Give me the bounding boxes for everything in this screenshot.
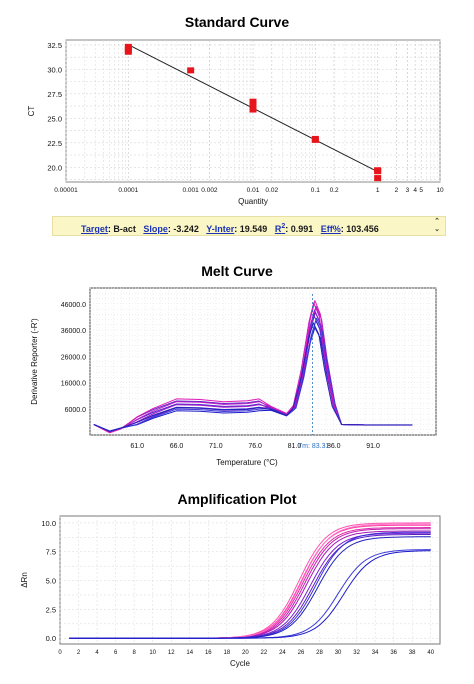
melt-curve-y-tick-label: 26000.0 <box>61 354 86 361</box>
yinter-link[interactable]: Y-Inter <box>206 224 235 234</box>
melt-curve-y-tick-label: 46000.0 <box>61 302 86 309</box>
standard-curve-x-tick-label: 2 <box>395 187 399 194</box>
melt-curve-x-tick-label: 81.0 <box>288 443 302 450</box>
melt-curve-x-tick-label: 71.0 <box>209 443 223 450</box>
standard-curve-point <box>124 48 132 55</box>
amplification-x-tick-label: 32 <box>353 650 360 656</box>
standard-curve-x-tick-label: 5 <box>419 187 423 194</box>
eff-value: 103.456 <box>346 224 379 234</box>
amplification-x-tick-label: 26 <box>298 650 305 656</box>
standard-curve-point <box>249 106 257 113</box>
amplification-x-tick-label: 4 <box>95 650 99 656</box>
standard-curve-y-tick-label: 25.0 <box>47 114 62 123</box>
standard-curve-chart: 0.00001 0.0001 0.001 0.002 0.01 0.02 0.1 0.2 1 2 3… <box>27 39 444 206</box>
amplification-x-tick-label: 38 <box>409 650 416 656</box>
melt-curve-y-tick-label: 36000.0 <box>61 328 86 335</box>
standard-curve-y-tick-label: 27.5 <box>47 90 62 99</box>
standard-curve-point <box>249 102 257 109</box>
standard-curve-y-tick-label: 22.5 <box>47 139 62 148</box>
melt-curve-tm-label: Tm: 83.31 <box>298 443 330 450</box>
slope-link[interactable]: Slope <box>143 224 168 234</box>
amplification-x-tick-label: 8 <box>132 650 136 656</box>
melt-curve-y-axis-label: Derivative Reporter (-R') <box>30 318 39 405</box>
melt-curve-x-axis-label: Temperature (°C) <box>216 458 278 467</box>
amplification-x-tick-label: 40 <box>427 650 434 656</box>
melt-curve-x-tick-label: 66.0 <box>170 443 184 450</box>
melt-curve-series-line <box>93 322 413 432</box>
r2-value: 0.991 <box>290 224 314 234</box>
standard-curve-x-tick-label: 0.001 <box>183 187 200 194</box>
target-value: B-act <box>113 224 136 234</box>
standard-curve-x-tick-label: 0.01 <box>247 187 260 194</box>
standard-curve-x-tick-label: 0.0001 <box>118 187 138 194</box>
standard-curve-x-tick-label: 0.002 <box>201 187 218 194</box>
standard-curve-y-tick-label: 30.0 <box>47 65 62 74</box>
melt-curve-x-tick-label: 91.0 <box>366 443 380 450</box>
standard-curve-point <box>374 168 382 175</box>
amplification-x-tick-label: 12 <box>168 650 175 656</box>
melt-curve-chart: 61.0 66.0 71.0 76.0 81.0 86.0 91.0 6000.0 16000.… <box>30 287 437 467</box>
standard-curve-x-tick-label: 0.1 <box>311 187 320 194</box>
amplification-y-axis-label: ΔRn <box>20 572 29 588</box>
melt-curve-series-line <box>93 317 413 433</box>
amplification-x-tick-label: 22 <box>261 650 268 656</box>
r2-link[interactable]: R2 <box>274 223 286 234</box>
standard-curve-x-tick-label: 10 <box>436 187 444 194</box>
amplification-x-tick-label: 14 <box>186 650 193 656</box>
standard-curve-x-tick-label: 0.02 <box>265 187 278 194</box>
amplification-x-tick-label: 36 <box>390 650 397 656</box>
amplification-x-tick-label: 16 <box>205 650 212 656</box>
stats-scroll-arrows[interactable]: ⌃ ⌄ <box>433 218 441 234</box>
standard-curve-x-axis-label: Quantity <box>238 197 268 206</box>
melt-curve-title: Melt Curve <box>201 263 273 279</box>
amplification-y-tick-label: 0.0 <box>46 634 56 643</box>
eff-link[interactable]: Eff% <box>320 224 341 234</box>
amplification-y-tick-label: 10.0 <box>41 519 56 528</box>
amplification-x-tick-label: 2 <box>77 650 81 656</box>
amplification-x-tick-label: 18 <box>223 650 230 656</box>
standard-curve-y-axis-label: CT <box>27 106 36 117</box>
amplification-y-tick-label: 7.5 <box>46 548 56 557</box>
amplification-x-tick-label: 34 <box>372 650 379 656</box>
amplification-plot-chart: 0 2 4 6 8 10 12 14 16 18 20 22 24 26 28 30 32 34 36 38 400.0… <box>20 515 441 668</box>
standard-curve-x-tick-label: 0.2 <box>330 187 339 194</box>
amplification-x-tick-label: 6 <box>114 650 118 656</box>
standard-curve-x-tick-label: 1 <box>376 187 380 194</box>
r2-superscript: 2 <box>281 223 286 230</box>
melt-curve-x-tick-label: 76.0 <box>248 443 262 450</box>
standard-curve-y-tick-label: 20.0 <box>47 163 62 172</box>
melt-curve-x-tick-label: 86.0 <box>327 443 341 450</box>
standard-curve-x-tick-label: 0.00001 <box>54 187 78 194</box>
standard-curve-point <box>374 175 382 182</box>
standard-curve-point <box>311 136 319 143</box>
melt-curve-x-tick-label: 61.0 <box>130 443 144 450</box>
amplification-x-tick-label: 24 <box>279 650 286 656</box>
amplification-plot-title: Amplification Plot <box>177 491 297 507</box>
amplification-x-tick-label: 0 <box>58 650 62 656</box>
standard-curve-point <box>187 67 195 74</box>
chevron-up-icon[interactable]: ⌃ <box>434 218 440 225</box>
amplification-series-line <box>69 550 431 639</box>
r2-label: R <box>274 224 282 234</box>
standard-curve-x-tick-label: 4 <box>413 187 417 194</box>
standard-curve-y-tick-label: 32.5 <box>47 41 62 50</box>
standard-curve-x-tick-label: 3 <box>406 187 410 194</box>
standard-curve-title: Standard Curve <box>184 14 290 30</box>
melt-curve-y-tick-label: 16000.0 <box>61 381 86 388</box>
slope-value: -3.242 <box>173 224 199 234</box>
standard-curve-stats-bar: Target: B-act Slope: -3.242 Y-Inter: 19.… <box>52 216 446 236</box>
amplification-x-tick-label: 28 <box>316 650 323 656</box>
standard-curve-point <box>249 98 257 105</box>
amplification-x-tick-label: 30 <box>335 650 342 656</box>
amplification-x-axis-label: Cycle <box>230 659 251 668</box>
amplification-y-tick-label: 5.0 <box>46 577 56 586</box>
amplification-x-tick-label: 10 <box>149 650 156 656</box>
melt-curve-y-tick-label: 6000.0 <box>65 407 87 414</box>
chevron-down-icon[interactable]: ⌄ <box>434 226 440 233</box>
yinter-value: 19.549 <box>239 224 268 234</box>
target-link[interactable]: Target <box>81 224 108 234</box>
amplification-x-tick-label: 20 <box>242 650 249 656</box>
amplification-y-tick-label: 2.5 <box>46 605 56 614</box>
